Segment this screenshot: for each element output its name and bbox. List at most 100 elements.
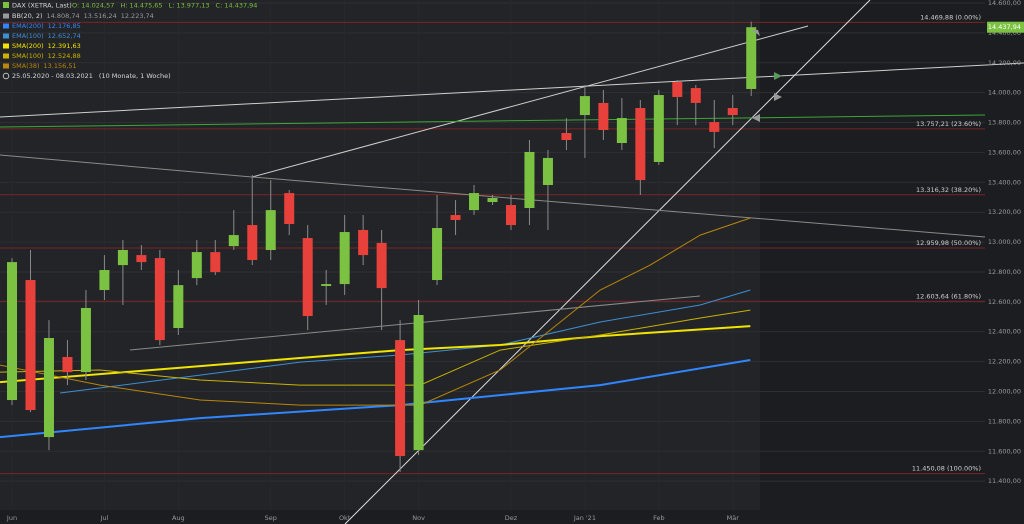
candle-body — [191, 252, 202, 279]
trendline — [251, 25, 809, 178]
candle-body — [284, 193, 295, 224]
legend-swatch — [3, 53, 9, 59]
y-tick-label: 14.200,00 — [988, 59, 1021, 67]
y-tick-label: 12.200,00 — [988, 358, 1021, 366]
y-tick-label: 13.400,00 — [988, 178, 1021, 186]
axes: 11.400,00 11.600,00 11.800,00 12.000,00 12.2… — [6, 0, 1024, 522]
fib-label: 11.450,08 (100.00%) — [912, 465, 981, 473]
candle-body — [672, 82, 683, 97]
fib-label: 13.757,21 (23.60%) — [916, 120, 981, 128]
candle-body — [7, 262, 18, 401]
trendline — [0, 154, 253, 178]
legend-ohlc: O: 14.024,57 — [72, 2, 114, 10]
x-tick-label: Mär — [727, 514, 740, 522]
candle-body — [432, 228, 443, 281]
y-tick-label: 12.800,00 — [988, 268, 1021, 276]
candle-body — [339, 232, 350, 285]
y-tick-label: 12.400,00 — [988, 328, 1021, 336]
indicator-line — [0, 359, 751, 439]
legend-name: EMA(200) — [12, 22, 44, 30]
x-tick-label: Feb — [653, 514, 665, 522]
candle-body — [117, 249, 128, 266]
candle-body — [321, 284, 332, 287]
candle-body — [690, 88, 701, 103]
legend-title: DAX (XETRA, Last) — [12, 2, 72, 10]
arrow — [752, 114, 760, 122]
legend-ohlc: C: 14.437,94 — [216, 2, 258, 10]
candle-body — [616, 118, 627, 144]
legend-name: EMA(100) — [12, 32, 44, 40]
legend-value: 14.808,74 — [47, 12, 80, 20]
x-tick-label: Jul — [99, 514, 108, 522]
y-tick-label: 13.800,00 — [988, 119, 1021, 127]
arrows — [752, 30, 782, 122]
fib-label: 12.959,98 (50.00%) — [916, 239, 981, 247]
legend-ohlc: H: 14.475,65 — [120, 2, 162, 10]
candle-body — [709, 122, 720, 132]
candle-body — [154, 258, 165, 341]
candle-body — [487, 197, 498, 203]
legend-value: 12.652,74 — [48, 32, 81, 40]
legend-swatch — [3, 23, 9, 29]
trendline — [251, 176, 986, 238]
candle-body — [413, 314, 424, 451]
legend-ohlc: L: 13.977,13 — [169, 2, 210, 10]
x-tick-label: Dez — [505, 514, 518, 522]
candle-body — [524, 151, 535, 209]
x-tick-label: Okt — [339, 514, 351, 522]
candle-body — [302, 238, 313, 317]
legend-value: 13.156,51 — [44, 62, 77, 70]
x-tick-label: Sep — [265, 514, 277, 522]
date-range: 25.05.2020 - 08.03.2021 — [12, 72, 93, 80]
arrow — [752, 30, 760, 36]
candle-body — [395, 340, 406, 457]
candle-body — [376, 242, 387, 289]
candle-body — [358, 229, 369, 256]
candle-body — [542, 157, 553, 185]
legend-value: 12.176,85 — [48, 22, 81, 30]
candle-body — [265, 210, 276, 250]
trendline — [0, 114, 986, 128]
fib-label: 12.603,64 (61.80%) — [916, 292, 981, 300]
y-tick-label: 12.600,00 — [988, 298, 1021, 306]
legend-name: SMA(100) — [12, 52, 44, 60]
candle-body — [80, 307, 91, 373]
legend-value: 12.524,88 — [48, 52, 81, 60]
candle-body — [62, 356, 73, 373]
x-tick-label: Nov — [412, 514, 425, 522]
clock-icon — [2, 72, 10, 80]
candle-body — [228, 235, 239, 247]
x-tick-label: Jun — [6, 514, 17, 522]
candle-body — [653, 95, 664, 162]
arrow — [774, 93, 782, 101]
y-tick-label: 13.000,00 — [988, 238, 1021, 246]
candle-body — [43, 338, 54, 438]
y-tick-label: 13.200,00 — [988, 208, 1021, 216]
y-tick-label: 11.800,00 — [988, 417, 1021, 425]
candle-body — [25, 280, 36, 411]
fib-levels: 14.469,88 (0.00%) 13.757,21 (23.60%) 13.31… — [0, 13, 985, 475]
period: (10 Monate, 1 Woche) — [99, 72, 171, 80]
fib-label: 13.316,32 (38.20%) — [916, 186, 981, 194]
indicator-line — [0, 217, 751, 406]
y-tick-label: 14.000,00 — [988, 89, 1021, 97]
candle-body — [505, 205, 516, 226]
legend: DAX (XETRA, Last) O: 14.024,57 H: 14.475,… — [2, 2, 258, 80]
y-tick-label: 11.400,00 — [988, 477, 1021, 485]
indicator-line — [60, 289, 751, 394]
fib-label: 14.469,88 (0.00%) — [920, 13, 981, 21]
candle-body — [598, 102, 609, 131]
legend-name: SMA(38) — [12, 62, 40, 70]
legend-value: 13.516,24 — [84, 12, 117, 20]
trendline — [344, 0, 871, 524]
trendline — [0, 62, 1024, 118]
legend-swatch — [3, 63, 9, 69]
y-tick-label: 13.600,00 — [988, 148, 1021, 156]
candle-body — [469, 193, 480, 211]
legend-swatch — [3, 43, 9, 49]
candle-body — [99, 270, 110, 291]
legend-swatch — [3, 33, 9, 39]
y-tick-label: 12.000,00 — [988, 388, 1021, 396]
legend-value: 12.223,74 — [121, 12, 154, 20]
